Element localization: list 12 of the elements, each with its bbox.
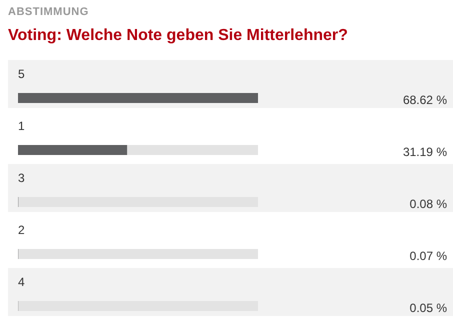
chart-title: Voting: Welche Note geben Sie Mitterlehner? xyxy=(8,27,348,44)
data-label: 0.05 % xyxy=(410,301,448,315)
y-tick-label: 4 xyxy=(18,275,25,289)
y-tick-label: 1 xyxy=(18,119,25,133)
y-tick-label: 3 xyxy=(18,171,25,185)
data-label: 0.07 % xyxy=(410,249,448,263)
chart-subtitle: ABSTIMMUNG xyxy=(8,6,89,18)
data-label: 68.62 % xyxy=(402,93,448,107)
data-label: 31.19 % xyxy=(402,145,448,159)
data-label: 0.08 % xyxy=(410,197,448,211)
y-tick-label: 5 xyxy=(18,67,25,81)
y-tick-label: 2 xyxy=(18,223,25,237)
